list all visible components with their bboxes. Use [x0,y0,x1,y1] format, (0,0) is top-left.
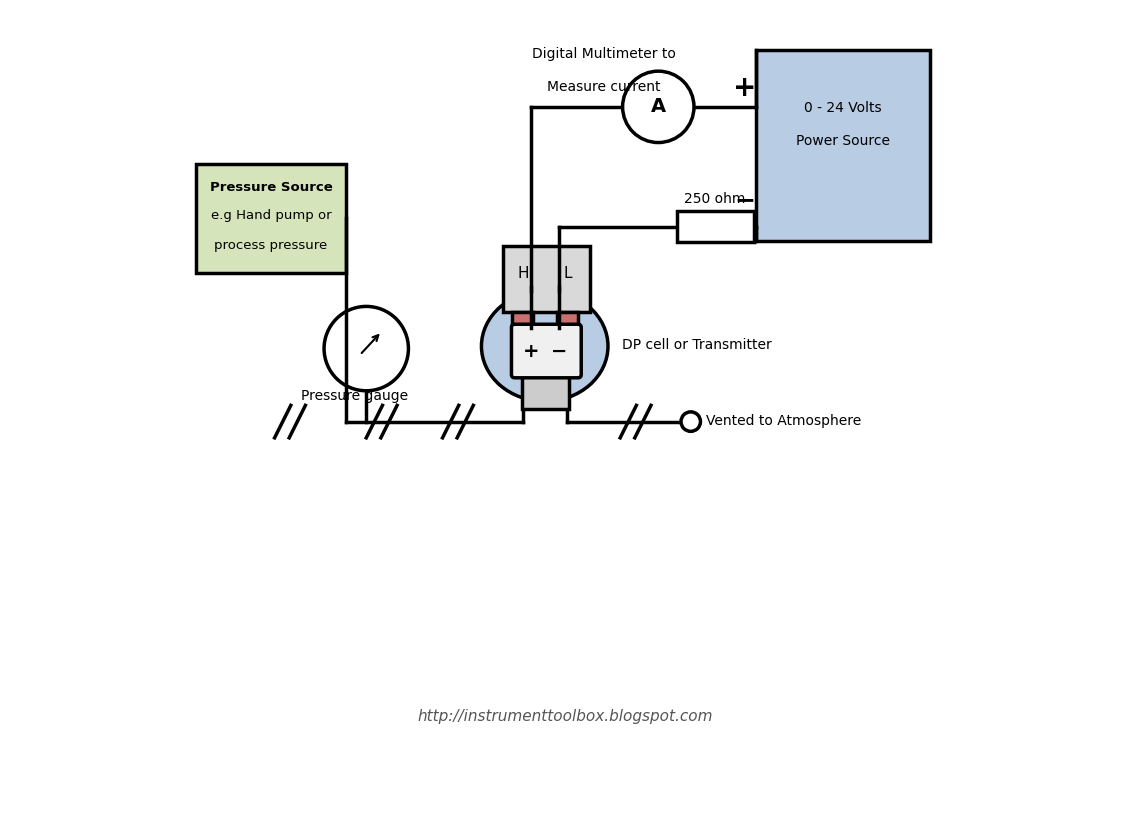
Text: −: − [551,343,567,361]
Bar [512,312,533,332]
Bar [522,374,570,409]
Circle shape [681,412,701,431]
Bar [195,164,346,274]
Text: −: − [734,188,756,212]
FancyBboxPatch shape [512,324,581,378]
Text: Vented to Atmosphere: Vented to Atmosphere [706,414,861,428]
Text: +: + [733,74,757,103]
Text: 0 - 24 Volts: 0 - 24 Volts [805,102,883,116]
Circle shape [623,71,694,142]
Text: Pressure Source: Pressure Source [209,181,332,194]
Bar [756,50,930,241]
Text: Pressure gauge: Pressure gauge [302,389,408,404]
Text: DP cell or Transmitter: DP cell or Transmitter [622,338,772,352]
Text: 250 ohm: 250 ohm [685,192,746,206]
Text: Digital Multimeter to: Digital Multimeter to [532,47,676,61]
Text: process pressure: process pressure [215,239,328,252]
Text: Power Source: Power Source [797,134,890,148]
Text: e.g Hand pump or: e.g Hand pump or [210,209,331,222]
Bar [503,246,590,312]
Ellipse shape [481,291,608,401]
Text: H: H [518,265,529,281]
Text: Measure current: Measure current [547,80,661,94]
Bar [677,212,754,243]
Text: A: A [651,98,666,116]
Bar [557,312,577,332]
Text: +: + [523,343,539,361]
Text: L: L [563,265,572,281]
Circle shape [324,306,408,391]
Text: http://instrumenttoolbox.blogspot.com: http://instrumenttoolbox.blogspot.com [417,709,713,724]
